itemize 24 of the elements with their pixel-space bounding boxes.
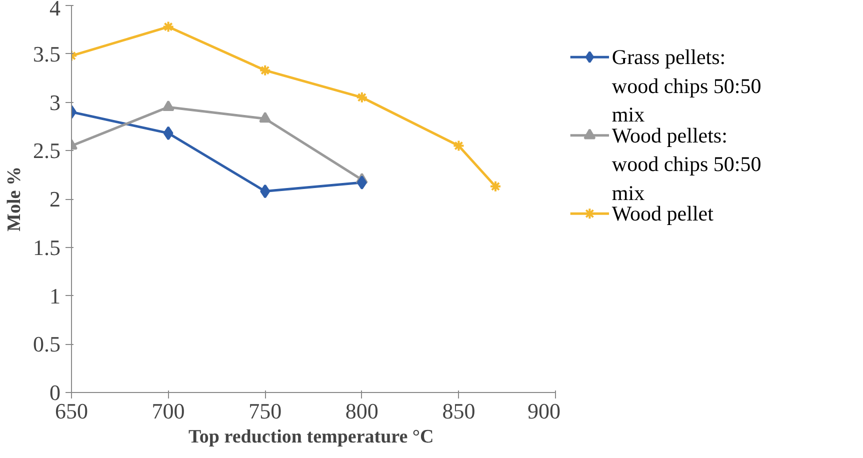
y-tick-label: 4 [50, 0, 60, 20]
point [356, 176, 367, 190]
x-tick-label: 700 [152, 398, 185, 424]
y-tick-label: 2.5 [33, 138, 60, 164]
y-tick-label: 1 [50, 283, 60, 308]
point [259, 112, 272, 123]
y-tick-label: 3.5 [33, 41, 60, 66]
x-tick-label: 850 [442, 398, 476, 424]
y-axis-title: Mole % [4, 166, 25, 232]
point [162, 100, 174, 111]
point [260, 184, 270, 198]
point [162, 20, 174, 33]
y-tick-label: 0.5 [33, 332, 60, 357]
point [259, 64, 272, 76]
x-tick-label: 750 [248, 398, 282, 424]
x-tick-label: 900 [528, 398, 560, 424]
y-tick-label: 2 [50, 186, 60, 212]
x-axis-title: Top reduction temperature °C [188, 426, 434, 448]
y-tick-label: 0 [50, 380, 60, 405]
x-tick-label: 800 [345, 398, 378, 424]
point [356, 91, 368, 104]
y-tick-label: 1.5 [33, 234, 60, 260]
y-tick-label: 3 [50, 90, 60, 115]
point [163, 126, 174, 140]
